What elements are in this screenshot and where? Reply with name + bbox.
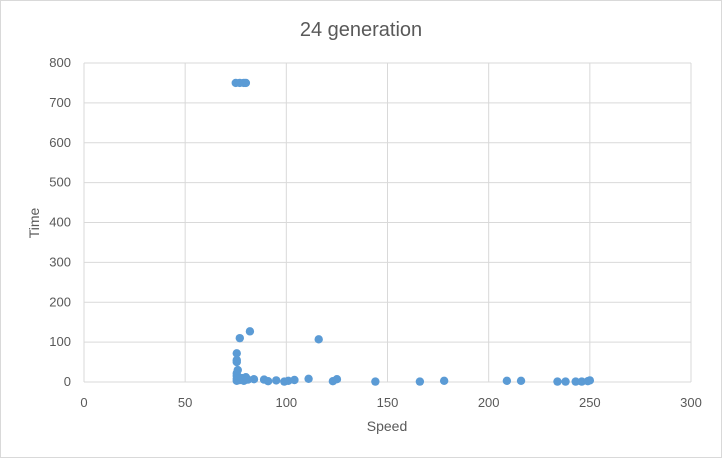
data-point	[332, 375, 342, 384]
y-tick-label: 300	[49, 254, 71, 269]
y-tick-label: 700	[49, 95, 71, 110]
data-point	[235, 333, 244, 343]
data-point	[290, 375, 299, 385]
data-point	[249, 375, 259, 384]
data-point	[232, 349, 241, 358]
data-point	[272, 376, 281, 385]
data-points	[231, 78, 595, 386]
data-point	[571, 377, 580, 386]
y-tick-label: 400	[49, 215, 71, 230]
x-axis-title: Speed	[367, 418, 407, 434]
data-point	[577, 377, 586, 386]
chart-title: 24 generation	[300, 19, 422, 41]
y-tick-label: 0	[64, 374, 71, 389]
data-point	[502, 376, 512, 386]
x-tick-label: 200	[478, 395, 500, 410]
y-tick-label: 100	[49, 334, 71, 349]
data-point	[314, 335, 323, 344]
data-point	[585, 376, 595, 385]
y-axis-title: Time	[26, 207, 42, 238]
data-point	[439, 376, 449, 386]
grid	[83, 62, 692, 383]
x-tick-label: 150	[377, 395, 399, 410]
data-point	[263, 377, 273, 386]
y-tick-label: 600	[49, 135, 71, 150]
tick-labels: 0 100 200 300 400 500 600 700 800 0 50 100 150 200 250…	[49, 55, 702, 410]
x-tick-label: 50	[178, 395, 192, 410]
x-tick-label: 0	[80, 395, 87, 410]
x-tick-label: 100	[275, 395, 297, 410]
x-tick-label: 300	[680, 395, 702, 410]
y-tick-label: 800	[49, 55, 71, 70]
y-tick-label: 200	[49, 294, 71, 309]
x-tick-label: 250	[579, 395, 601, 410]
data-point	[304, 374, 313, 384]
data-point	[245, 327, 255, 336]
data-point	[516, 376, 526, 386]
y-tick-label: 500	[49, 175, 71, 190]
data-point	[243, 375, 253, 384]
data-point	[561, 377, 570, 386]
data-point	[415, 377, 425, 386]
data-point	[553, 377, 562, 386]
data-point	[371, 377, 380, 386]
data-point	[232, 357, 241, 367]
data-point	[241, 78, 251, 88]
